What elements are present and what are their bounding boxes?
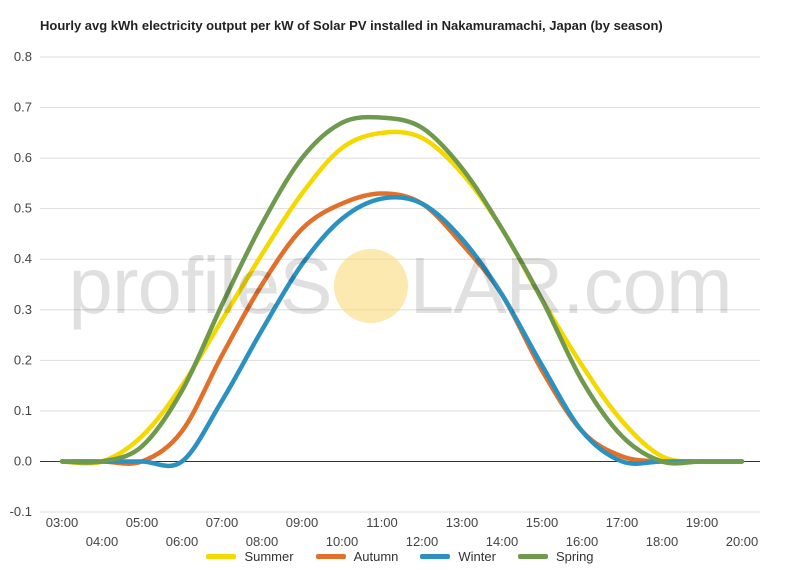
y-tick-label: 0.2 [14,352,32,367]
x-tick-label: 05:00 [126,515,159,530]
legend-item-summer[interactable]: Summer [206,549,294,564]
x-tick-label: 14:00 [486,534,519,549]
y-tick-label: -0.1 [10,504,32,519]
y-tick-label: 0.8 [14,49,32,64]
x-tick-label: 07:00 [206,515,239,530]
y-tick-label: 0.1 [14,403,32,418]
x-tick-label: 10:00 [326,534,359,549]
legend-item-autumn[interactable]: Autumn [315,549,399,564]
y-tick-label: 0.3 [14,302,32,317]
legend-label: Summer [244,549,294,564]
x-tick-label: 13:00 [446,515,479,530]
x-tick-label: 19:00 [686,515,719,530]
x-tick-label: 11:00 [366,515,398,530]
series-line-spring [59,114,745,466]
legend-swatch [420,554,451,559]
x-tick-label: 15:00 [526,515,559,530]
x-tick-label: 16:00 [566,534,599,549]
legend-label: Autumn [353,549,399,564]
grid-lines [40,56,760,513]
legend-swatch [517,554,548,559]
chart-title: Hourly avg kWh electricity output per kW… [40,18,663,33]
chart-legend: Summer Autumn Winter Spring [0,549,800,564]
x-tick-label: 08:00 [246,534,279,549]
legend-swatch [206,554,237,559]
series-lines [59,114,745,469]
x-tick-label: 12:00 [406,534,439,549]
x-tick-label: 03:00 [46,515,79,530]
x-axis: 03:00 04:00 05:00 06:00 07:00 08:00 09:00 10:00… [46,515,759,549]
x-tick-label: 04:00 [86,534,119,549]
legend-label: Winter [458,549,496,564]
y-tick-label: 0.4 [14,251,32,266]
x-tick-label: 09:00 [286,515,319,530]
x-tick-label: 17:00 [606,515,639,530]
series-line-autumn [59,191,745,466]
line-chart: -0.1 0.0 0.1 0.2 0.3 0.4 0.5 0.6 0.7 0.8 03:00 04:… [10,49,760,549]
y-tick-label: 0.0 [14,453,32,468]
y-tick-label: 0.7 [14,100,32,115]
y-tick-label: 0.6 [14,150,32,165]
legend-item-winter[interactable]: Winter [420,549,496,564]
y-axis: -0.1 0.0 0.1 0.2 0.3 0.4 0.5 0.6 0.7 0.8 [10,49,32,519]
series-line-summer [59,129,745,466]
series-line-winter [59,195,745,469]
y-tick-label: 0.5 [14,201,32,216]
legend-item-spring[interactable]: Spring [517,549,594,564]
x-tick-label: 06:00 [166,534,199,549]
legend-swatch [315,554,346,559]
legend-label: Spring [555,549,594,564]
x-tick-label: 20:00 [726,534,759,549]
x-tick-label: 18:00 [646,534,679,549]
